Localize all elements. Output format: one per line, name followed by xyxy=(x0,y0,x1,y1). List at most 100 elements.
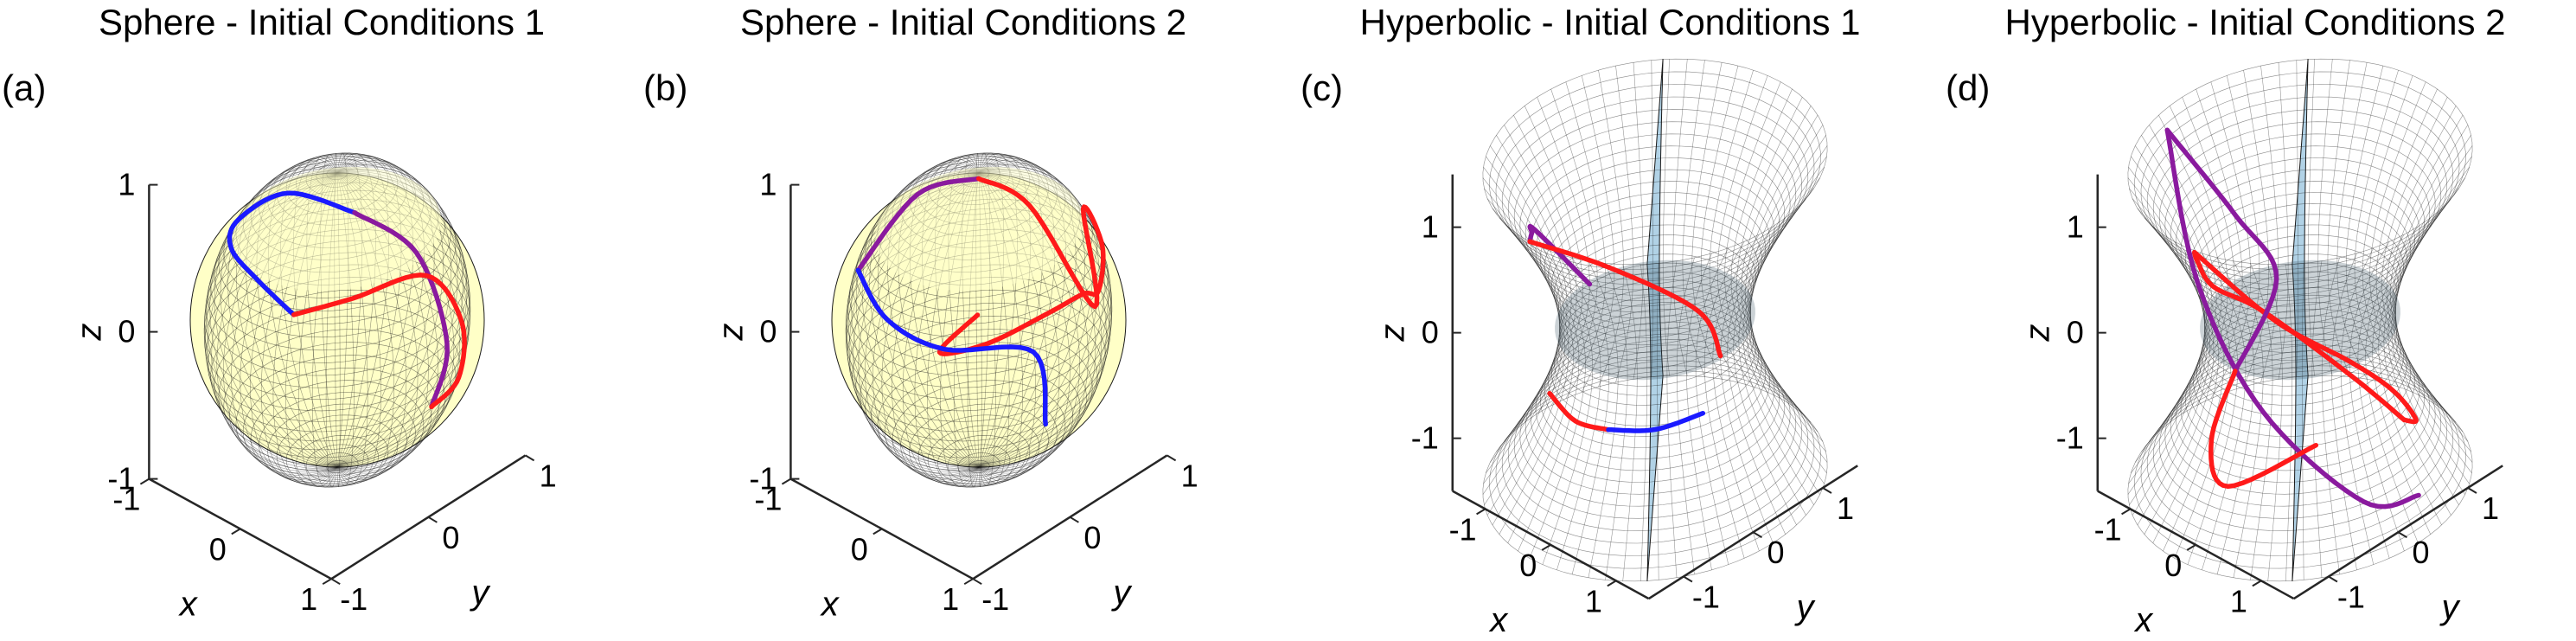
y-axis-line xyxy=(1648,465,1858,600)
meridian-gridline xyxy=(1748,167,1825,484)
meridian-gridline xyxy=(1691,62,1723,380)
ring-gridline xyxy=(2152,355,2448,531)
ring-gridline xyxy=(1489,370,1821,569)
longitude-gridline xyxy=(869,168,980,468)
hyperbolic-plot-c: -1 0 1 -1 0 1 -1 0 1 z x y xyxy=(1374,58,1858,639)
x-tick-label: 1 xyxy=(300,581,317,617)
z-tick-label: -1 xyxy=(2056,420,2084,456)
panel-label: (b) xyxy=(643,67,688,108)
longitude-gridline xyxy=(887,164,980,468)
meridian-gridline xyxy=(1716,75,1768,393)
trajectory-line xyxy=(2192,249,2407,423)
x-tick-label: -1 xyxy=(754,482,782,517)
ticks: -1 0 1 -1 0 1 -1 0 1 z x y xyxy=(2019,209,2499,639)
meridian-gridline xyxy=(1483,167,1561,484)
meridian-gridline xyxy=(1556,253,1601,570)
longitude-gridline xyxy=(336,160,435,468)
latitude-gridline xyxy=(285,425,389,487)
x-tick-label: -1 xyxy=(112,482,140,517)
y-tick-label: 1 xyxy=(2482,490,2499,526)
ring-gridline xyxy=(2170,339,2431,495)
ring-gridline xyxy=(2203,271,2397,387)
x-tick-label: 1 xyxy=(2230,583,2247,619)
ring-gridline xyxy=(1519,344,1791,507)
latitude-gridline xyxy=(259,392,416,486)
meridian-gridline xyxy=(2381,97,2448,414)
x-tick-mark xyxy=(2121,508,2132,516)
latitude-gridline xyxy=(865,329,1093,465)
z-tick-label: 1 xyxy=(2067,209,2084,245)
trajectory-line xyxy=(2192,249,2419,425)
meridian-gridline xyxy=(2158,114,2222,433)
panel-label: (c) xyxy=(1301,67,1343,108)
sphere-plot-b: -1 0 1 -1 0 1 -1 0 1 z x y xyxy=(712,152,1199,623)
ring-gridline xyxy=(2196,214,2404,338)
meridian-gridline xyxy=(2349,241,2390,559)
longitude-gridline xyxy=(336,162,444,468)
latitude-gridline xyxy=(845,240,1113,401)
trajectory-line xyxy=(291,272,467,409)
y-tick-label: 0 xyxy=(442,520,459,555)
surface xyxy=(831,152,1127,488)
latitude-gridline xyxy=(204,252,470,412)
meridian-gridline xyxy=(2383,198,2451,516)
trajectories xyxy=(227,190,467,409)
panel-label: (d) xyxy=(1946,67,1991,108)
chart-title: Sphere - Initial Conditions 2 xyxy=(740,2,1186,42)
meridian-gridline xyxy=(2317,59,2333,376)
y-tick-label: -1 xyxy=(2337,579,2365,614)
latitude-gridline xyxy=(210,289,464,442)
meridian-gridline xyxy=(2202,253,2247,570)
latitude-gridline xyxy=(884,367,1074,481)
ring-gridline xyxy=(2189,192,2412,325)
ring-gridline xyxy=(1507,355,1803,531)
latitude-gridline xyxy=(305,444,369,482)
latitude-gridline xyxy=(860,315,1098,458)
latitude-gridline xyxy=(937,434,1020,485)
y-axis-label: y xyxy=(469,574,491,612)
meridian-gridline xyxy=(1727,217,1787,535)
x-axis-label: x xyxy=(1488,601,1509,639)
y-axis-line xyxy=(972,454,1168,580)
meridian-gridline xyxy=(2394,135,2471,452)
latitude-gridline xyxy=(846,252,1112,412)
latitude-gridline xyxy=(205,264,470,422)
meridian-gridline xyxy=(2362,75,2413,393)
panel-b: Sphere - Initial Conditions 2 (b) -1 0 1 -1… xyxy=(642,0,1285,641)
meridian-gridline xyxy=(1736,97,1803,414)
ring-gridline xyxy=(1556,234,1755,353)
y-tick-mark xyxy=(2397,531,2407,539)
x-tick-label: 0 xyxy=(851,531,868,567)
z-tick-label: -1 xyxy=(1411,420,1439,456)
panel-d: Hyperbolic - Initial Conditions 2 (d) -1… xyxy=(1934,0,2576,641)
meridian-gridline xyxy=(1550,88,1598,407)
x-tick-label: 0 xyxy=(1519,548,1537,583)
meridian-gridline xyxy=(1672,59,1688,376)
meridian-gridline xyxy=(2149,125,2217,442)
meridian-gridline xyxy=(1496,135,1568,452)
meridian-gridline xyxy=(1651,60,1653,377)
ring-gridline xyxy=(2152,109,2448,285)
z-tick-label: -1 xyxy=(749,461,777,497)
meridian-gridline xyxy=(2354,70,2399,388)
trajectory-line xyxy=(352,210,450,409)
latitude-gridline xyxy=(250,380,425,484)
z-tick-label: 0 xyxy=(1422,315,1439,350)
meridian-gridline xyxy=(2285,264,2293,581)
ring-gridline xyxy=(2201,234,2400,353)
longitude-gridline xyxy=(336,168,463,468)
meridian-gridline xyxy=(1682,60,1705,377)
ring-gridline xyxy=(2127,58,2473,266)
latitude-gridline xyxy=(927,425,1031,487)
y-tick-label: -1 xyxy=(1692,579,1720,614)
x-tick-label: 0 xyxy=(2164,548,2182,583)
z-axis-label: z xyxy=(1374,324,1412,343)
latitude-gridline xyxy=(852,289,1106,442)
ring-gridline xyxy=(1539,321,1771,459)
meridian-gridline xyxy=(2250,263,2273,580)
meridian-gridline xyxy=(2127,177,2205,495)
ring-gridline xyxy=(1556,287,1755,406)
longitude-gridline xyxy=(214,171,338,468)
chart-title: Hyperbolic - Initial Conditions 1 xyxy=(1359,2,1861,42)
ring-gridline xyxy=(2175,333,2426,483)
